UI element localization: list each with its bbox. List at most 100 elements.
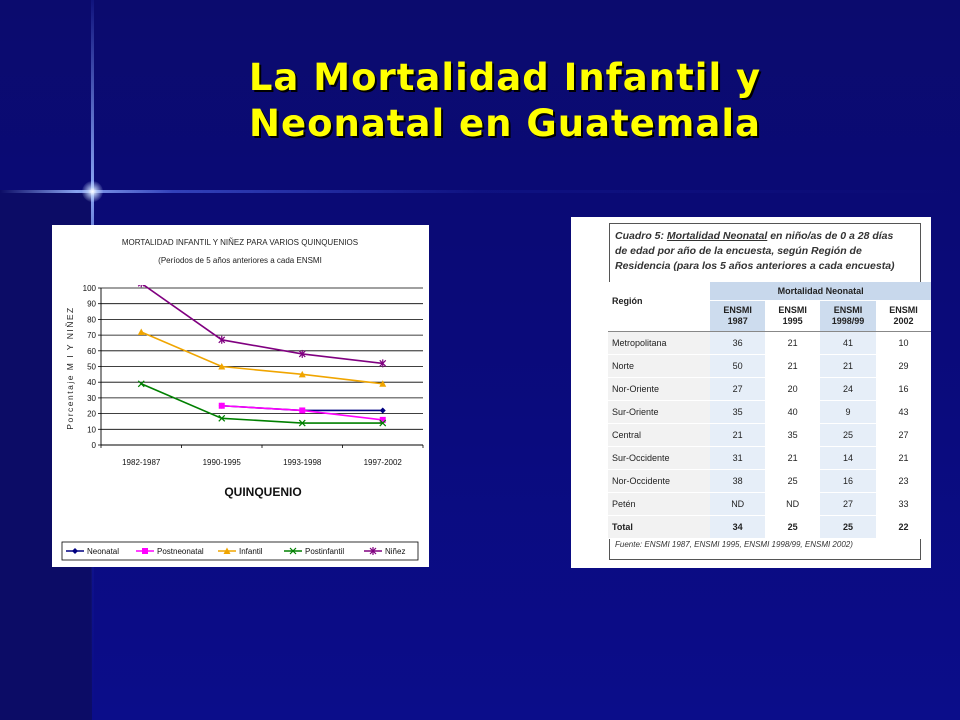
value-cell: 10 <box>875 331 931 355</box>
value-cell: ND <box>710 492 766 516</box>
value-cell: 27 <box>820 492 876 516</box>
table-caption-rest: en niño/as de 0 a 28 días de edad por añ… <box>615 230 895 272</box>
x-tick-label: 1982-1987 <box>122 458 161 467</box>
x-tick-label: 1997-2002 <box>364 458 403 467</box>
value-cell: 21 <box>820 354 876 378</box>
value-cell: 35 <box>710 400 766 424</box>
value-cell: 25 <box>820 515 876 539</box>
value-cell: 40 <box>765 400 821 424</box>
y-tick-label: 30 <box>87 394 96 403</box>
data-point-infantil <box>218 363 226 370</box>
region-column-header: Región <box>608 282 711 332</box>
value-cell: 33 <box>875 492 931 516</box>
marker-stroke <box>137 285 141 287</box>
neonatal-mortality-table-panel: Cuadro 5: Mortalidad Neonatal en niño/as… <box>571 217 931 568</box>
legend-marker-infantil <box>223 547 231 554</box>
group-column-header: Mortalidad Neonatal <box>710 282 931 301</box>
slide-title: La Mortalidad Infantil y Neonatal en Gua… <box>0 55 960 147</box>
data-point-postinfantil <box>298 419 306 427</box>
data-point-postneonatal <box>218 402 225 409</box>
column-header: ENSMI 1998/99 <box>820 300 876 332</box>
value-cell: 20 <box>765 377 821 401</box>
marker-stroke <box>289 547 297 555</box>
y-tick-label: 70 <box>87 331 96 340</box>
data-point-postinfantil <box>379 419 387 427</box>
value-cell: 23 <box>875 469 931 493</box>
value-cell: 21 <box>765 331 821 355</box>
value-cell: 14 <box>820 446 876 470</box>
value-cell: 35 <box>765 423 821 447</box>
light-flare-star <box>82 181 103 202</box>
column-header: ENSMI 1987 <box>710 300 766 332</box>
data-point-neonatal <box>379 407 386 414</box>
column-header: ENSMI 2002 <box>875 300 931 332</box>
data-point-postinfantil <box>137 380 145 388</box>
data-point-ninez <box>218 335 226 344</box>
column-header: ENSMI 1995 <box>765 300 821 332</box>
y-tick-label: 20 <box>87 410 96 419</box>
x-tick-label: 1990-1995 <box>203 458 242 467</box>
chart-title: MORTALIDAD INFANTIL Y NIÑEZ PARA VARIOS … <box>122 238 358 247</box>
legend-label-infantil: Infantil <box>239 547 263 556</box>
value-cell: 9 <box>820 400 876 424</box>
legend-marker-ninez <box>369 547 377 555</box>
value-cell: 41 <box>820 331 876 355</box>
mortality-chart-panel: MORTALIDAD INFANTIL Y NIÑEZ PARA VARIOS … <box>52 225 429 567</box>
value-cell: 27 <box>875 423 931 447</box>
marker-stroke <box>298 419 306 427</box>
y-tick-label: 10 <box>87 425 96 434</box>
table-header-row-1: Región Mortalidad Neonatal <box>608 282 931 332</box>
legend-box <box>61 541 419 561</box>
region-cell: Petén <box>608 492 711 516</box>
legend-marker-neonatal <box>72 548 78 554</box>
table-row: Nor-Oriente 27 20 24 16 <box>608 377 931 401</box>
table-caption-prefix: Cuadro 5: <box>615 230 667 242</box>
y-tick-label: 90 <box>87 300 96 309</box>
table-footnote: Fuente: ENSMI 1987, ENSMI 1995, ENSMI 19… <box>615 540 853 549</box>
chart-subtitle: (Períodos de 5 años anteriores a cada EN… <box>158 256 322 265</box>
mortality-line-chart: MORTALIDAD INFANTIL Y NIÑEZ PARA VARIOS … <box>61 238 424 561</box>
value-cell: ND <box>765 492 821 516</box>
value-cell: 27 <box>710 377 766 401</box>
table-row: Petén ND ND 27 33 <box>608 492 931 516</box>
table-caption: Cuadro 5: Mortalidad Neonatal en niño/as… <box>615 229 905 274</box>
data-point-ninez <box>298 349 306 358</box>
table-header-row-2: ENSMI 1987 ENSMI 1995 ENSMI 1998/99 ENSMI 2… <box>608 300 931 332</box>
series-line-infantil <box>140 331 383 385</box>
value-cell: 16 <box>820 469 876 493</box>
y-tick-label: 0 <box>92 441 97 450</box>
series-line-postinfantil <box>140 383 383 424</box>
marker-stroke <box>142 285 145 287</box>
value-cell: 21 <box>875 446 931 470</box>
value-cell: 21 <box>765 446 821 470</box>
table-row: Nor-Occidente 38 25 16 23 <box>608 469 931 493</box>
series-line-ninez <box>142 285 383 365</box>
chart-x-axis-label: QUINQUENIO <box>224 485 301 499</box>
marker-stroke <box>379 419 387 427</box>
neonatal-mortality-table: Región Mortalidad Neonatal ENSMI 1987 ENSMI… <box>608 282 931 539</box>
plot-area <box>137 285 387 427</box>
y-tick-label: 100 <box>83 284 97 293</box>
slide-title-line-2: Neonatal en Guatemala <box>249 102 761 145</box>
region-cell: Nor-Occidente <box>608 469 711 493</box>
x-tick-label: 1993-1998 <box>283 458 322 467</box>
region-cell: Metropolitana <box>608 331 711 355</box>
light-flare-horizontal <box>0 190 960 193</box>
data-point-postneonatal <box>379 416 386 423</box>
value-cell: 16 <box>875 377 931 401</box>
value-cell: 22 <box>875 515 931 539</box>
region-cell: Sur-Oriente <box>608 400 711 424</box>
data-point-postinfantil <box>218 414 226 422</box>
region-cell: Norte <box>608 354 711 378</box>
value-cell: 43 <box>875 400 931 424</box>
region-cell: Sur-Occidente <box>608 446 711 470</box>
table-total-row: Total 34 25 25 22 <box>608 515 931 539</box>
legend-label-neonatal: Neonatal <box>87 547 119 556</box>
marker-stroke <box>218 414 226 422</box>
value-cell: 25 <box>765 469 821 493</box>
table-caption-underlined: Mortalidad Neonatal <box>666 230 768 242</box>
table-row: Sur-Oriente 35 40 9 43 <box>608 400 931 424</box>
value-cell: 50 <box>710 354 766 378</box>
value-cell: 24 <box>820 377 876 401</box>
region-cell: Nor-Oriente <box>608 377 711 401</box>
